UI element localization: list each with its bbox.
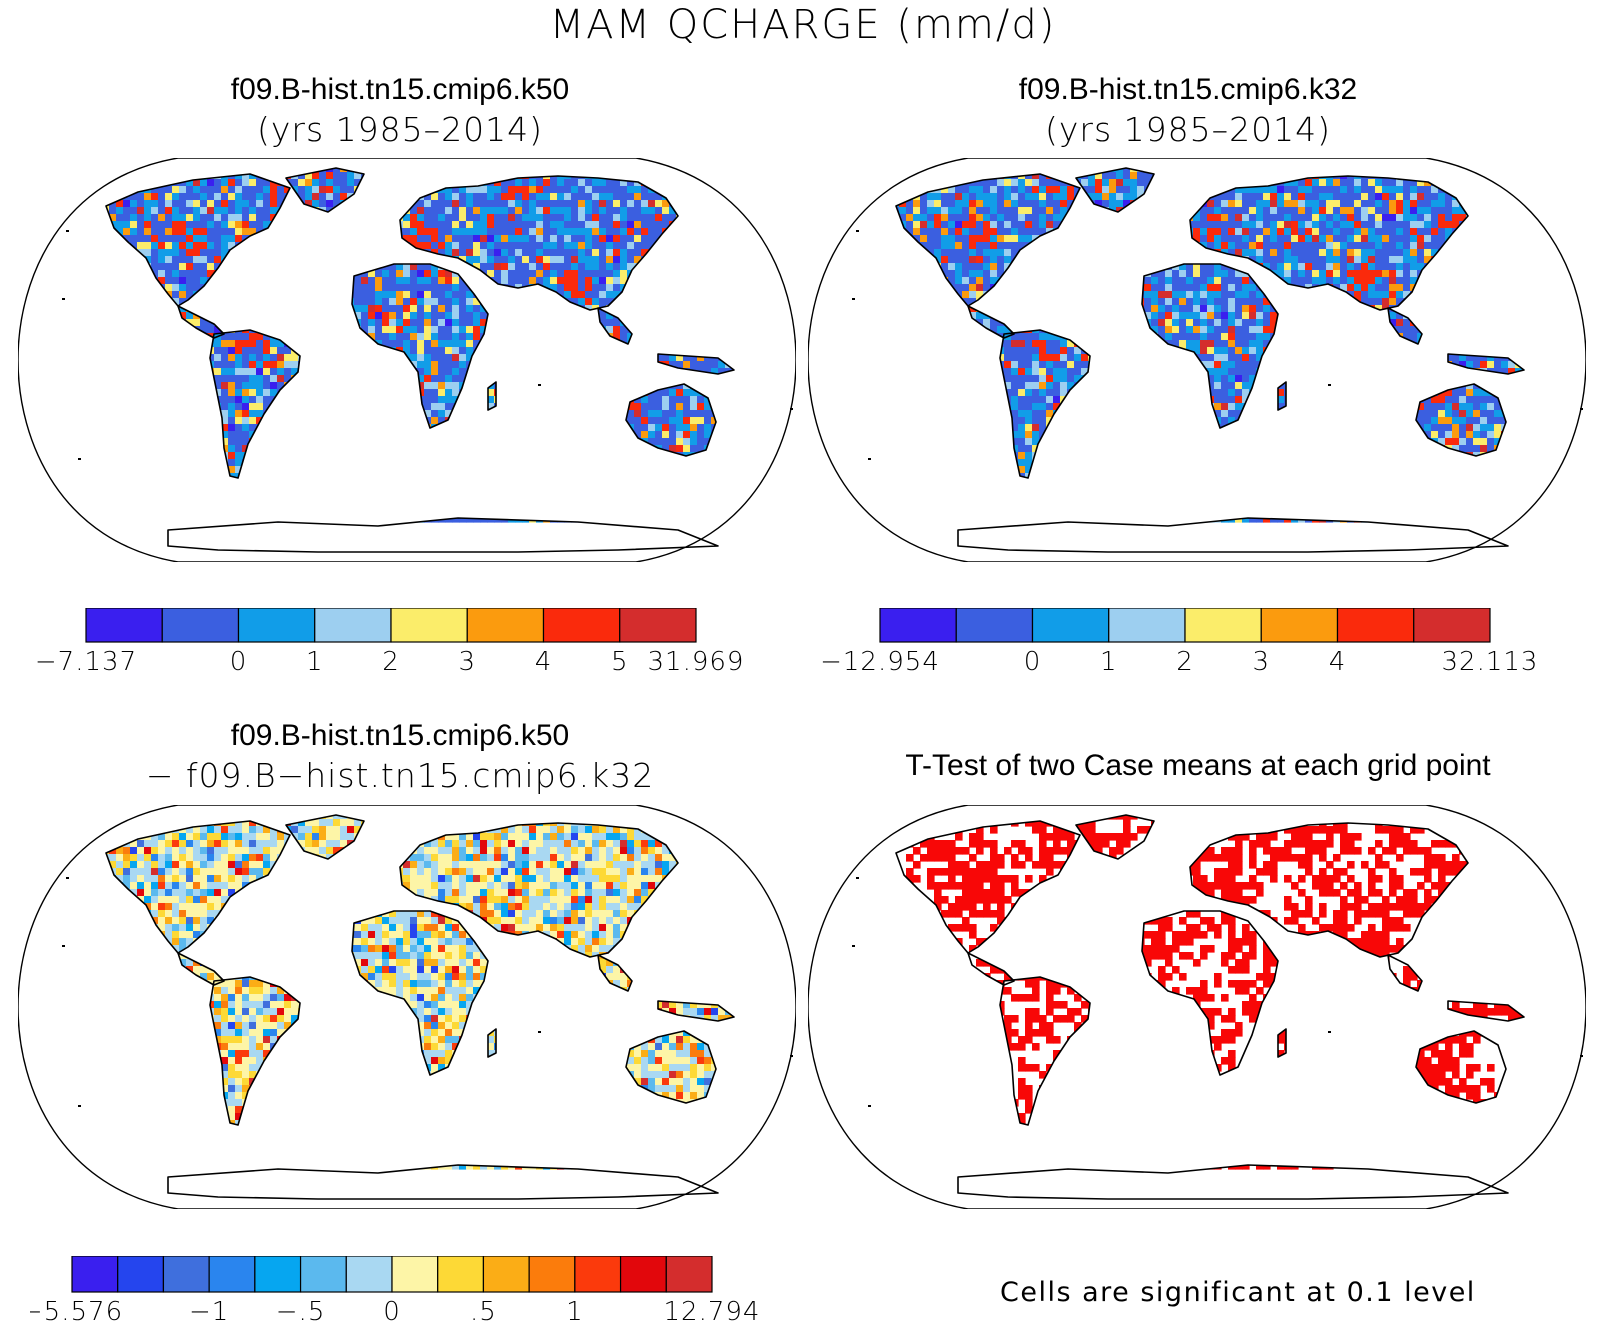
- colorbar-swatch: [665, 1256, 713, 1293]
- colorbar-swatch: [542, 608, 621, 643]
- colorbar-tick-label: 1: [566, 1297, 584, 1326]
- colorbar-tick-label: 31.969: [648, 647, 745, 677]
- colorbar-swatch: [162, 1256, 210, 1293]
- colorbar-tick-label: 4: [535, 647, 553, 677]
- map-difference: [18, 805, 796, 1209]
- colorbar-tick-label: 4: [1329, 647, 1347, 677]
- panel-difference-subtitle: − f09.B−hist.tn15.cmip6.k32: [0, 756, 800, 796]
- colorbar-tick-label: 5: [611, 647, 629, 677]
- colorbar-tick-label: .5: [470, 1297, 497, 1326]
- figure-title: MAM QCHARGE (mm/d): [0, 2, 1606, 48]
- colorbar-tick-label: −7.137: [35, 647, 137, 677]
- panel-title-difference: f09.B-hist.tn15.cmip6.k50 − f09.B−hist.t…: [0, 716, 800, 796]
- colorbar-tick-label: 0: [1024, 647, 1042, 677]
- panel-case1-title: f09.B-hist.tn15.cmip6.k50: [0, 70, 800, 110]
- colorbar-tick-label: 0: [383, 1297, 401, 1326]
- colorbar-swatch: [1031, 608, 1110, 643]
- colorbar-swatch: [619, 1256, 667, 1293]
- colorbar-difference: −5.576 −1 −.5 0 .5 1 12.794: [30, 1256, 761, 1326]
- colorbar-swatch: [466, 608, 545, 643]
- colorbar-swatch: [71, 1256, 119, 1293]
- colorbar-swatch: [879, 608, 957, 643]
- colorbar-swatch: [391, 1256, 439, 1293]
- colorbar-swatch: [1413, 608, 1491, 643]
- panel-title-case2: f09.B-hist.tn15.cmip6.k32 (yrs 1985–2014…: [788, 70, 1588, 150]
- panel-case2-subtitle: (yrs 1985–2014): [788, 110, 1588, 150]
- colorbar-swatch: [299, 1256, 347, 1293]
- colorbar-swatch: [1336, 608, 1415, 643]
- colorbar-swatch: [237, 608, 316, 643]
- colorbar-swatch: [1260, 608, 1339, 643]
- colorbar-case2: −12.954 0 1 2 3 4 32.113: [820, 608, 1539, 677]
- colorbar-tick-label: 3: [1252, 647, 1270, 677]
- panel-title-ttest: T-Test of two Case means at each grid po…: [788, 746, 1606, 786]
- panel-case1-subtitle: (yrs 1985–2014): [0, 110, 800, 150]
- panel-difference-title: f09.B-hist.tn15.cmip6.k50: [0, 716, 800, 756]
- colorbar-tick-label: 1: [1100, 647, 1118, 677]
- colorbar-swatch: [161, 608, 240, 643]
- colorbar-tick-label: −5.576: [30, 1297, 123, 1326]
- panel-case2-title: f09.B-hist.tn15.cmip6.k32: [788, 70, 1588, 110]
- colorbar-tick-label: 32.113: [1442, 647, 1539, 677]
- panel-title-case1: f09.B-hist.tn15.cmip6.k50 (yrs 1985–2014…: [0, 70, 800, 150]
- colorbar-tick-label: 3: [458, 647, 476, 677]
- colorbar-tick-label: 2: [1176, 647, 1194, 677]
- panel-ttest-title: T-Test of two Case means at each grid po…: [788, 746, 1606, 786]
- colorbar-swatch: [619, 608, 697, 643]
- colorbar-swatch: [1184, 608, 1262, 643]
- colorbar-swatch: [390, 608, 468, 643]
- colorbar-swatch: [345, 1256, 393, 1293]
- colorbar-swatch: [314, 608, 392, 643]
- colorbar-tick-label: 1: [306, 647, 324, 677]
- colorbar-swatch: [117, 1256, 165, 1293]
- colorbar-tick-label: −.5: [276, 1297, 326, 1326]
- significance-note: Cells are significant at 0.1 level: [1000, 1277, 1476, 1308]
- map-ttest: [808, 805, 1586, 1209]
- colorbar-tick-label: −1: [189, 1297, 229, 1326]
- colorbar-swatch: [955, 608, 1034, 643]
- colorbar-swatch: [437, 1256, 485, 1293]
- colorbar-swatch: [254, 1256, 302, 1293]
- colorbar-swatch: [482, 1256, 530, 1293]
- colorbar-case1: −7.137 0 1 2 3 4 5 31.969: [35, 608, 745, 677]
- colorbar-tick-label: 0: [230, 647, 248, 677]
- colorbar-swatch: [85, 608, 163, 643]
- colorbar-tick-label: −12.954: [820, 647, 940, 677]
- map-case1: [18, 158, 796, 562]
- colorbar-swatch: [574, 1256, 622, 1293]
- colorbar-swatch: [208, 1256, 256, 1293]
- colorbar-swatch: [1108, 608, 1186, 643]
- map-case2: [808, 158, 1586, 562]
- colorbar-swatch: [528, 1256, 576, 1293]
- colorbar-tick-label: 2: [382, 647, 400, 677]
- colorbar-tick-label: 12.794: [664, 1297, 761, 1326]
